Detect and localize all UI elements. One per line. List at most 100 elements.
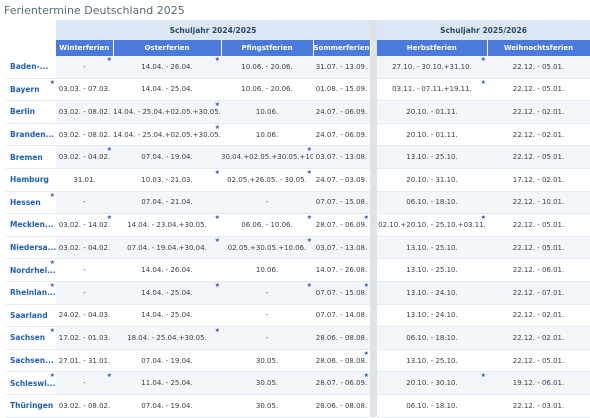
state-name[interactable]: Nordrhei... ★ <box>6 258 56 282</box>
holiday-dates: 24.07. - 06.09. <box>315 130 368 139</box>
column-header[interactable]: Herbstferien <box>377 40 488 56</box>
holiday-cell: 07.04. - 19.04. <box>113 145 221 169</box>
holiday-cell: 13.10. - 25.10. <box>377 236 487 260</box>
state-name[interactable]: Thüringen <box>6 394 56 418</box>
holiday-dates: - <box>83 62 86 71</box>
column-header[interactable]: Pfingstferien <box>221 40 314 56</box>
note-marker-icon[interactable]: ★ <box>306 214 312 222</box>
column-header[interactable]: Osterferien <box>113 40 222 56</box>
holiday-cell: 02.10.+20.10. - 25.10.+03.11. ★ <box>377 213 487 237</box>
holiday-cell: 20.10. - 01.11. <box>377 100 487 124</box>
note-marker-icon[interactable]: ★ <box>49 191 55 199</box>
holiday-dates: 03.07. - 13.08. <box>315 153 368 162</box>
note-marker-icon[interactable]: ★ <box>106 372 112 380</box>
state-name[interactable]: Saarland <box>6 304 56 328</box>
state-name[interactable]: Branden... <box>6 123 56 147</box>
holiday-dates: 14.04. - 26.04. <box>141 62 193 71</box>
state-name[interactable]: Rheinlan... ★ <box>6 281 56 305</box>
note-marker-icon[interactable]: ★ <box>306 236 312 244</box>
note-marker-icon[interactable]: ★ <box>363 214 369 222</box>
note-marker-icon[interactable]: ★ <box>480 56 486 63</box>
note-marker-icon[interactable]: ★ <box>363 372 369 380</box>
holiday-dates: - <box>265 311 269 320</box>
note-marker-icon[interactable]: ★ <box>214 327 220 335</box>
holiday-cell: 18.04. - 25.04.+30.05. ★ <box>113 326 221 350</box>
holiday-cell: 22.12. - 05.01. <box>487 56 590 79</box>
holiday-cell: 20.10. - 01.11. <box>377 123 487 147</box>
note-marker-icon[interactable]: ★ <box>480 372 486 380</box>
state-name[interactable]: Hamburg <box>6 168 56 192</box>
holiday-cell: 31.01. <box>56 168 113 192</box>
note-marker-icon[interactable]: ★ <box>480 78 486 86</box>
holiday-dates: 28.06. - 08.08. <box>315 356 368 365</box>
holiday-cell: 24.02. - 04.03. <box>56 304 113 328</box>
note-marker-icon[interactable]: ★ <box>106 56 112 63</box>
state-name[interactable]: Sachsen... <box>6 349 56 373</box>
holiday-cell: 02.05.+26.05. - 30.05. ★ <box>221 168 313 192</box>
note-marker-icon[interactable]: ★ <box>214 101 220 109</box>
column-header[interactable]: Winterferien <box>56 40 114 56</box>
note-marker-icon[interactable]: ★ <box>306 281 312 289</box>
state-name[interactable]: Sachsen ★ <box>6 326 56 350</box>
holiday-cell: 07.04. - 19.04. <box>113 394 221 418</box>
column-header[interactable]: Weihnachtsferien <box>487 40 590 56</box>
state-name[interactable]: Baden-... <box>6 56 56 79</box>
holiday-cell: 03.02. - 14.02. ★ <box>56 213 113 237</box>
holiday-dates: 03.02. - 08.02. <box>58 401 111 410</box>
holiday-dates: 10.03. - 21.03. <box>141 175 193 184</box>
table-row: Saarland 24.02. - 04.03. 14.04. - 25.04. - 0… <box>6 304 590 328</box>
note-marker-icon[interactable]: ★ <box>49 259 55 267</box>
note-marker-icon[interactable]: ★ <box>306 168 312 176</box>
note-marker-icon[interactable]: ★ <box>49 372 55 380</box>
holiday-cell: 07.04. - 21.04. <box>113 191 221 215</box>
note-marker-icon[interactable]: ★ <box>363 281 369 289</box>
state-name[interactable]: Berlin <box>6 100 56 124</box>
holiday-dates: 13.10. - 25.10. <box>406 356 458 365</box>
note-marker-icon[interactable]: ★ <box>214 281 220 289</box>
note-marker-icon[interactable]: ★ <box>214 123 220 131</box>
note-marker-icon[interactable]: ★ <box>214 56 220 63</box>
note-marker-icon[interactable]: ★ <box>49 327 55 335</box>
holiday-dates: 27.01. - 31.01. <box>58 356 111 365</box>
holiday-cell: 07.07. - 15.08. ★ <box>313 281 370 305</box>
note-marker-icon[interactable]: ★ <box>49 281 55 289</box>
holiday-dates: 28.06. - 08.08. <box>315 333 368 342</box>
holiday-cell: 17.02. - 01.03. <box>56 326 113 350</box>
year-divider <box>370 258 377 282</box>
state-name[interactable]: Mecklen... <box>6 213 56 237</box>
holiday-cell: 10.06. <box>221 258 313 282</box>
note-marker-icon[interactable]: ★ <box>214 214 220 222</box>
state-name[interactable]: Hessen ★ <box>6 191 56 215</box>
holiday-dates: 22.12. - 05.01. <box>512 62 565 71</box>
holiday-cell: 20.10. - 30.10. ★ <box>377 371 487 395</box>
note-marker-icon[interactable]: ★ <box>106 214 112 222</box>
note-marker-icon[interactable]: ★ <box>480 214 486 222</box>
year-divider <box>370 349 377 372</box>
note-marker-icon[interactable]: ★ <box>49 78 55 86</box>
holiday-dates: 02.05.+30.05.+10.06. <box>227 243 307 252</box>
holiday-cell: - ★ <box>56 371 113 395</box>
holiday-cell: 24.07. - 06.09. <box>313 100 370 124</box>
note-marker-icon[interactable]: ★ <box>306 146 312 154</box>
note-marker-icon[interactable]: ★ <box>214 236 220 244</box>
holiday-dates: - <box>83 288 86 297</box>
state-name[interactable]: Niedersa... <box>6 236 56 260</box>
note-marker-icon[interactable]: ★ <box>106 146 112 154</box>
holiday-dates: 03.03. - 07.03. <box>58 85 111 94</box>
table-row: Baden-... - ★ 14.04. - 26.04. ★ 10.06. - 20.0… <box>6 56 590 79</box>
state-name[interactable]: Bremen <box>6 145 56 169</box>
state-name[interactable]: Schleswi... ★ <box>6 371 56 395</box>
holiday-dates: 22.12. - 02.01. <box>512 333 565 342</box>
holiday-dates: 17.02. - 01.03. <box>58 333 111 342</box>
holiday-dates: - <box>83 379 86 388</box>
note-marker-icon[interactable]: ★ <box>363 349 369 357</box>
table-row: Schleswi... ★ - ★ 11.04. - 25.04. 30.05. 28.07… <box>6 371 590 395</box>
holiday-dates: 13.10. - 25.10. <box>406 266 458 275</box>
holiday-dates: 24.07. - 06.09. <box>315 107 368 116</box>
state-name[interactable]: Bayern ★ <box>6 78 56 102</box>
holiday-cell: 22.12. - 03.01. <box>487 394 590 418</box>
note-marker-icon[interactable]: ★ <box>214 168 220 176</box>
column-header[interactable]: Sommerferien <box>313 40 371 56</box>
holiday-cell: 06.10. - 18.10. <box>377 394 487 418</box>
holiday-dates: 06.06. - 10.06. <box>241 220 293 229</box>
